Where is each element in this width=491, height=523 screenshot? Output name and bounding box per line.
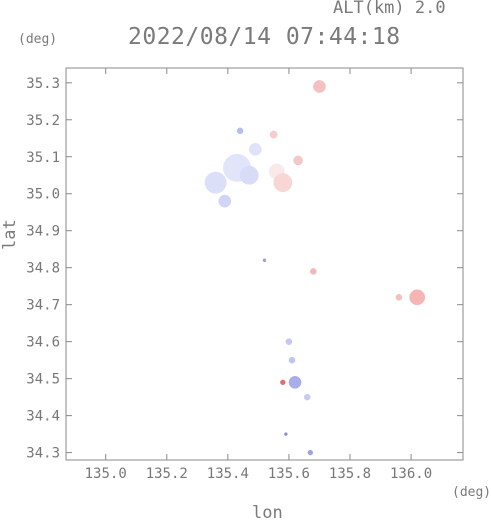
echo-point	[285, 338, 293, 345]
plot-frame	[65, 67, 464, 461]
echo-point	[288, 375, 302, 389]
echo-point	[288, 356, 296, 364]
y-tick-label: 34.7	[26, 298, 60, 314]
y-tick-label: 34.9	[26, 224, 60, 240]
y-tick-label: 34.6	[26, 335, 60, 351]
y-tick-label: 34.4	[26, 409, 60, 425]
y-tick-label: 35.1	[26, 150, 60, 166]
echo-point	[280, 379, 286, 386]
x-tick-label: 135.4	[207, 466, 249, 482]
echo-point	[310, 268, 317, 275]
x-axis-label: lon	[252, 503, 283, 523]
y-tick-label: 34.8	[26, 261, 60, 277]
echo-point	[313, 80, 326, 93]
altitude-label: ALT(km) 2.0	[333, 0, 446, 18]
y-tick-label: 35.3	[26, 76, 60, 92]
echo-point	[273, 173, 293, 193]
echo-point	[395, 293, 403, 301]
x-tick-label: 136.0	[390, 466, 432, 482]
x-tick-label: 135.2	[146, 466, 188, 482]
echo-point	[248, 143, 262, 156]
echo-point	[236, 127, 244, 135]
echo-point	[239, 165, 259, 185]
x-unit-label: (deg)	[452, 485, 491, 500]
echo-point	[269, 130, 278, 139]
x-tick-label: 135.6	[268, 466, 310, 482]
x-tick-label: 135.8	[329, 466, 371, 482]
datetime-title: 2022/08/14 07:44:18	[128, 24, 401, 50]
y-unit-label: (deg)	[18, 32, 58, 47]
y-tick-label: 34.5	[26, 372, 60, 388]
echo-point	[218, 194, 232, 208]
echo-point	[303, 393, 311, 401]
y-tick-label: 34.3	[26, 446, 60, 462]
echo-point	[293, 155, 303, 166]
y-tick-label: 35.2	[26, 113, 60, 129]
echo-point	[204, 171, 227, 194]
y-tick-label: 35.0	[26, 187, 60, 203]
echo-point	[409, 289, 426, 306]
echo-point	[307, 449, 314, 456]
echo-point	[262, 258, 267, 263]
echo-point	[284, 432, 288, 436]
x-tick-label: 135.0	[85, 466, 127, 482]
